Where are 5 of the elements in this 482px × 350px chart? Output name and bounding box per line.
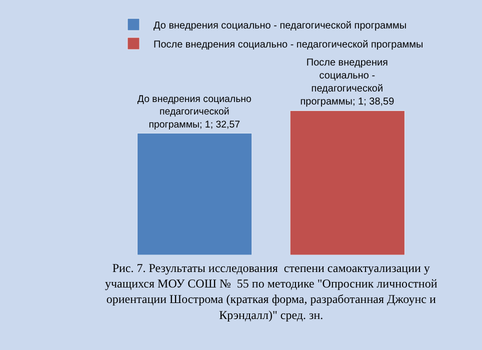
text: Рис. 7. Результаты исследования степени самоактуализации у учащихся МОУ СОШ № 55 по методике "Опросник личностной ориентации Шострома (краткая форма, разработанная Джоунс и Крэндалл)" сред. зн. (105, 261, 438, 322)
legend-label: После внедрения социально - педагогической программы (154, 39, 424, 50)
legend-label: До внедрения социально - педагогической программы (154, 20, 407, 32)
data-label: После внедрения социально - педагогической программы; 1; 38,59 (300, 58, 395, 108)
data-label: До внедрения социально педагогической программы; 1; 32,57 (137, 94, 252, 130)
